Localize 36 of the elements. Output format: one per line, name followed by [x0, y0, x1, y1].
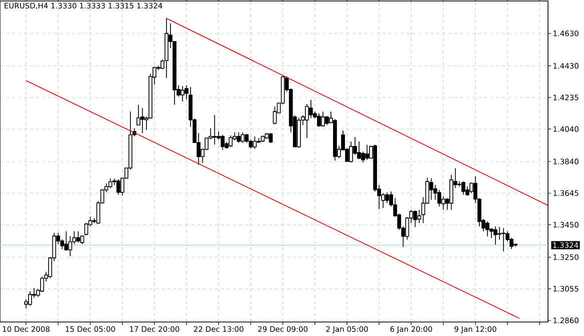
candlestick	[76, 230, 80, 243]
candlestick	[304, 104, 309, 138]
candlestick	[60, 238, 64, 250]
candlestick	[349, 141, 353, 163]
candlestick	[252, 136, 257, 150]
candlestick	[441, 196, 446, 210]
candlestick	[220, 134, 225, 150]
candlestick	[64, 230, 68, 252]
candlestick	[486, 221, 490, 237]
candlestick	[317, 112, 321, 128]
candlestick	[429, 178, 434, 200]
candlestick	[228, 135, 233, 148]
candlestick	[449, 174, 454, 210]
candlestick	[268, 132, 273, 144]
candlestick	[365, 144, 369, 160]
candlestick	[437, 189, 442, 207]
candlestick	[140, 108, 144, 134]
candlestick	[494, 226, 498, 246]
candlestick	[321, 111, 325, 128]
candlestick	[413, 210, 418, 228]
candlestick	[180, 86, 184, 102]
candlestick	[236, 132, 241, 144]
candlestick	[385, 192, 390, 204]
candlestick	[461, 181, 466, 196]
candlestick	[272, 106, 277, 125]
candlestick	[417, 209, 422, 224]
candlestick	[68, 236, 72, 257]
candlestick	[502, 228, 506, 252]
candlestick	[28, 290, 32, 306]
candlestick	[84, 222, 88, 236]
candlestick	[433, 184, 438, 200]
candlestick	[116, 178, 120, 196]
candlestick	[308, 99, 313, 119]
candlestick	[212, 114, 217, 145]
candlestick	[357, 141, 361, 160]
candlestick	[108, 178, 112, 189]
